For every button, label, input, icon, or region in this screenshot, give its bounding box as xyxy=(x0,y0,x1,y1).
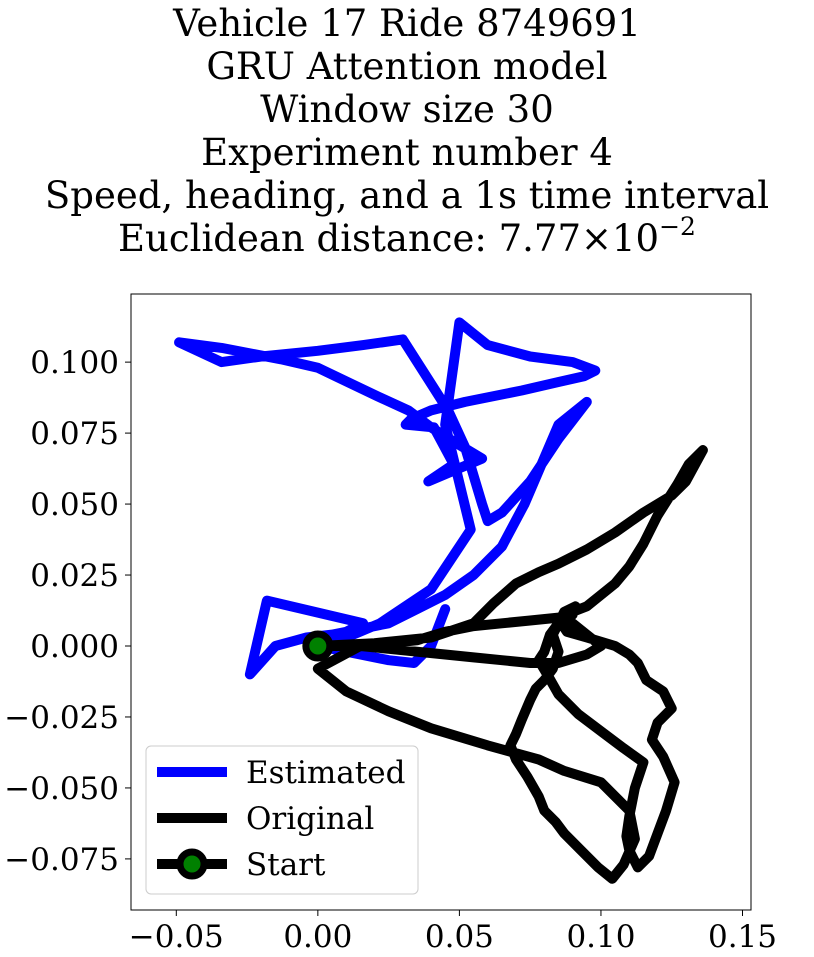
x-tick-label: 0.10 xyxy=(566,919,635,955)
y-tick-label: 0.000 xyxy=(30,629,119,665)
y-tick-label: −0.050 xyxy=(4,771,119,807)
y-tick-label: 0.025 xyxy=(30,558,119,594)
y-tick-label: 0.050 xyxy=(30,487,119,523)
y-tick-label: −0.075 xyxy=(4,842,119,878)
series-layer xyxy=(174,317,708,884)
y-tick-label: 0.075 xyxy=(30,416,119,452)
chart-title: Vehicle 17 Ride 8749691 GRU Attention mo… xyxy=(0,2,814,260)
title-line-4: Experiment number 4 xyxy=(201,131,613,174)
x-tick-label: −0.05 xyxy=(129,919,224,955)
legend-label-original: Original xyxy=(246,801,374,837)
title-line-2: GRU Attention model xyxy=(206,45,608,88)
legend-label-estimated: Estimated xyxy=(246,755,405,791)
distance-exponent: −2 xyxy=(659,212,696,241)
x-tick-label: 0.00 xyxy=(283,919,352,955)
title-line-5: Speed, heading, and a 1s time interval xyxy=(44,174,770,217)
legend: Estimated Original Start xyxy=(145,745,419,895)
title-line-1: Vehicle 17 Ride 8749691 xyxy=(173,2,641,45)
legend-label-start: Start xyxy=(246,847,326,883)
plot-frame xyxy=(130,293,752,911)
y-tick-label: −0.025 xyxy=(4,700,119,736)
legend-box xyxy=(145,745,419,895)
x-tick-label: 0.05 xyxy=(425,919,494,955)
y-axis: −0.075 −0.050 −0.025 0.000 0.025 0.050 0.075 0.… xyxy=(4,345,131,878)
y-tick-label: 0.100 xyxy=(30,345,119,381)
series-line-original xyxy=(312,445,708,884)
start-marker xyxy=(302,630,334,662)
distance-text: Euclidean distance: 7.77×10 xyxy=(118,217,660,260)
x-tick-label: 0.15 xyxy=(708,919,777,955)
title-line-distance: Euclidean distance: 7.77×10−2 xyxy=(0,214,814,260)
title-line-3: Window size 30 xyxy=(260,88,554,131)
x-axis: −0.05 0.00 0.05 0.10 0.15 xyxy=(129,910,777,955)
legend-start-marker xyxy=(176,848,208,880)
